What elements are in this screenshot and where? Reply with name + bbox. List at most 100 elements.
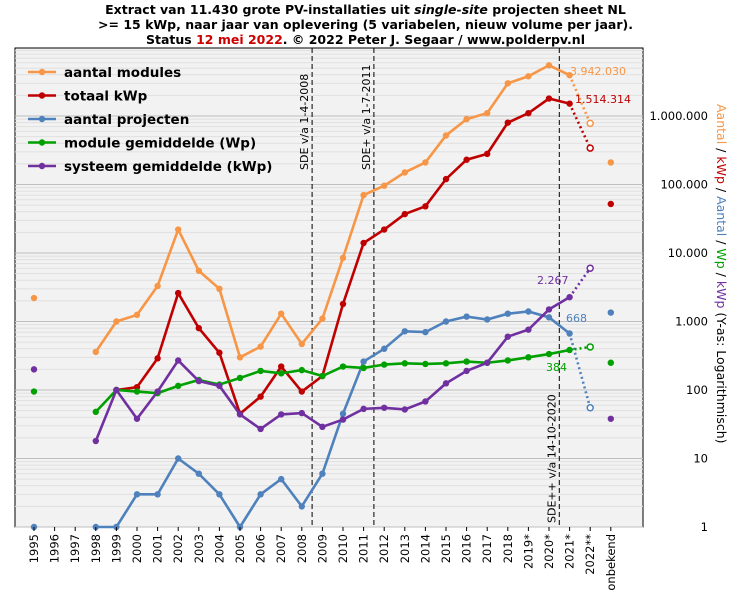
kwp-point [504, 119, 511, 126]
x-tick-label: 1998 [89, 534, 103, 563]
kwp-point [278, 363, 285, 370]
y-tick-label: 10 [693, 452, 708, 466]
kwp-point [545, 95, 553, 102]
systeem_kwp-point [607, 415, 614, 422]
kwp-point [401, 210, 408, 218]
modules-point [442, 132, 450, 139]
modules-point [545, 62, 553, 69]
modules-point [278, 310, 285, 317]
modules-point [339, 254, 347, 262]
projecten-point [525, 308, 532, 315]
projecten-line [95, 310, 571, 530]
title-line-3b: . © 2022 Peter J. Segaar / www.polderpv.… [282, 32, 585, 47]
kwp-point [566, 100, 573, 107]
y-tick-label: 1.000.000 [649, 109, 708, 123]
kwp-point [216, 349, 223, 356]
systeem_kwp-point [484, 359, 491, 366]
modules-forecast-line [568, 74, 592, 124]
y-axis-label-part: Wp [714, 248, 729, 268]
projecten-point [586, 404, 594, 412]
modules-end-label: 3.942.030 [570, 65, 626, 78]
modules-point [566, 71, 573, 79]
kwp-point [422, 203, 429, 210]
y-axis-label-part: / [714, 184, 729, 196]
module_wp-point [360, 364, 367, 372]
x-tick-label: 2014 [418, 534, 432, 563]
x-tick-label: 2021* [563, 534, 577, 569]
modules-point [525, 73, 532, 80]
modules-point [175, 226, 182, 233]
systeem_kwp-point [92, 437, 100, 445]
x-tick-label: 2004 [212, 534, 226, 563]
legend-swatch-marker [38, 139, 46, 146]
x-tick-label: 2016 [460, 534, 474, 563]
title-line-3a: Status [146, 32, 197, 47]
projecten-point [463, 313, 470, 320]
modules-point [257, 343, 264, 350]
y-axis-label-part: / [714, 236, 729, 248]
module_wp-point [545, 350, 553, 358]
projecten-point [257, 491, 264, 498]
systeem_kwp-point [154, 388, 161, 395]
module_wp-point [175, 382, 182, 390]
legend-label: aantal projecten [64, 112, 189, 128]
modules-point [607, 159, 614, 166]
kwp-point [586, 144, 594, 152]
x-tick-label: 2013 [398, 534, 412, 563]
projecten-point [154, 491, 161, 498]
systeem_kwp-point [298, 409, 305, 417]
modules-point [463, 115, 470, 123]
modules-point [401, 169, 408, 176]
systeem_kwp-point [401, 406, 408, 413]
projecten-point [175, 455, 182, 462]
module_wp-end-label: 384 [546, 361, 567, 374]
x-tick-label: 2017 [480, 534, 494, 563]
x-tick-label: 2010 [336, 534, 350, 563]
legend-label: totaal kWp [64, 89, 148, 105]
title-line-1a: Extract van 11.430 grote PV-installaties… [105, 2, 415, 17]
modules-point [422, 159, 429, 166]
module_wp-line [94, 348, 570, 413]
projecten-point [545, 314, 553, 321]
modules-point [236, 354, 244, 361]
systeem_kwp-end-label: 2.267 [537, 274, 569, 287]
x-tick-label: 2005 [233, 534, 247, 563]
systeem_kwp-point [442, 380, 450, 387]
projecten-point [319, 470, 326, 477]
y-axis: 1 10 100 1.000 10.000 100.000 1.000.000 [649, 109, 708, 534]
modules-point [113, 318, 120, 325]
module_wp-point [442, 360, 450, 367]
systeem_kwp-point [257, 425, 264, 433]
systeem_kwp-forecast-line [568, 267, 592, 298]
x-tick-label: 2003 [192, 534, 206, 563]
event-line-label: SDE++ v/a 14-10-2020 [545, 394, 558, 523]
y-axis-label-part: / [714, 269, 729, 281]
x-tick-label: 2007 [274, 534, 288, 563]
systeem_kwp-point [236, 411, 244, 418]
kwp-point [525, 109, 532, 117]
title-line-3: Status 12 mei 2022. © 2022 Peter J. Sega… [0, 32, 731, 47]
module_wp-point [339, 363, 347, 370]
modules-point [381, 182, 388, 189]
legend-swatch-marker [38, 68, 46, 76]
kwp-end-label: 1.514.314 [575, 93, 631, 106]
module_wp-point [586, 343, 594, 351]
module_wp-point [319, 372, 326, 380]
y-axis-label-part: kWp [714, 281, 729, 309]
modules-point [195, 267, 202, 274]
systeem_kwp-point [586, 264, 594, 272]
systeem_kwp-line [94, 296, 571, 442]
kwp-point [339, 300, 347, 308]
x-tick-label: 1996 [48, 534, 62, 563]
systeem_kwp-point [422, 398, 429, 405]
systeem_kwp-point [381, 404, 388, 411]
modules-point [504, 80, 511, 87]
module_wp-point [525, 354, 532, 361]
projecten-point [298, 503, 305, 510]
projecten-point [339, 410, 347, 417]
series-lines [30, 62, 614, 531]
kwp-point [607, 200, 614, 208]
systeem_kwp-point [278, 411, 285, 418]
modules-point [154, 282, 161, 290]
projecten-point [504, 310, 511, 317]
